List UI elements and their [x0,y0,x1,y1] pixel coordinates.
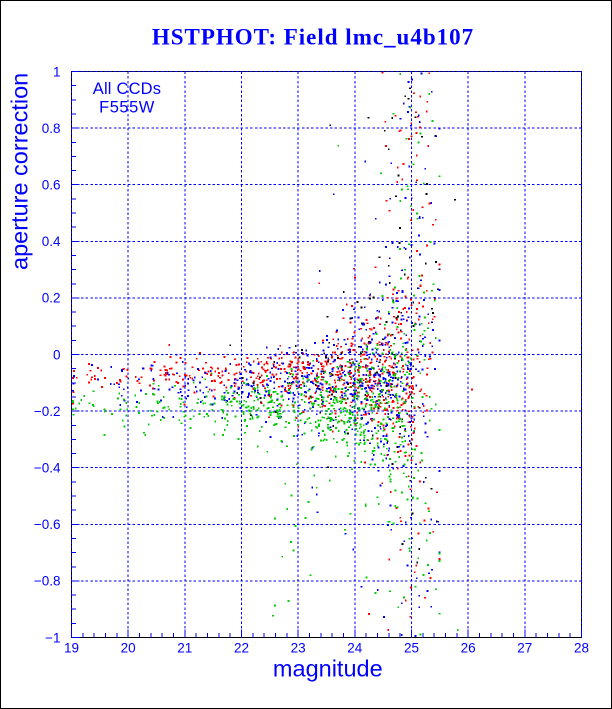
svg-text:21: 21 [177,641,192,656]
svg-text:0.8: 0.8 [42,121,61,136]
svg-text:28: 28 [574,641,589,656]
svg-text:24: 24 [347,641,363,656]
svg-text:0.2: 0.2 [42,291,61,306]
svg-text:19: 19 [64,641,79,656]
svg-text:25: 25 [404,641,419,656]
svg-text:−0.6: −0.6 [34,517,61,532]
svg-text:20: 20 [121,641,136,656]
svg-text:All CCDs: All CCDs [93,80,162,98]
svg-text:F555W: F555W [99,99,155,117]
svg-text:27: 27 [517,641,532,656]
svg-text:−1: −1 [45,630,60,645]
svg-text:1: 1 [53,64,61,79]
svg-text:HSTPHOT: Field lmc_u4b107: HSTPHOT: Field lmc_u4b107 [152,25,474,50]
svg-text:23: 23 [291,641,306,656]
svg-text:22: 22 [234,641,249,656]
svg-text:−0.4: −0.4 [34,461,61,476]
svg-text:26: 26 [461,641,476,656]
svg-text:magnitude: magnitude [273,656,383,682]
svg-text:−0.2: −0.2 [34,404,61,419]
svg-text:0: 0 [53,347,61,362]
svg-text:aperture correction: aperture correction [7,73,33,270]
svg-text:0.6: 0.6 [42,178,61,193]
svg-text:−0.8: −0.8 [34,574,61,589]
svg-text:0.4: 0.4 [42,234,61,249]
